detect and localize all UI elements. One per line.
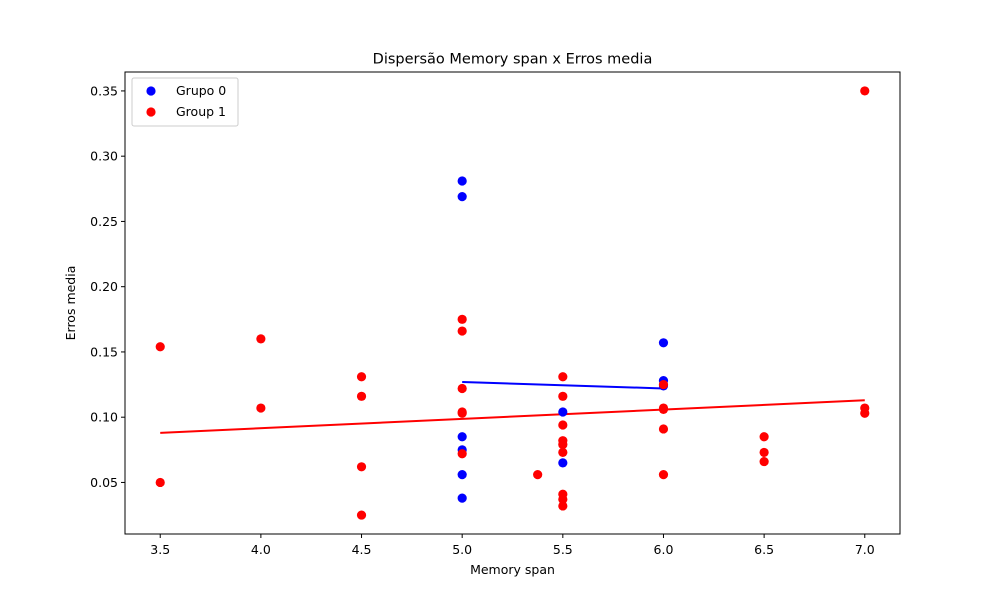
data-point-group-1 (356, 372, 367, 382)
data-point-grupo-0 (457, 432, 467, 442)
x-axis-ticks: 3.5 4.0 4.5 5.0 5.5 6.0 6.5 7.0 (150, 534, 875, 557)
data-point-group-1 (759, 447, 769, 458)
data-point-group-1 (256, 334, 266, 344)
data-point-grupo-0 (457, 176, 467, 186)
data-point-group-1 (558, 501, 568, 511)
data-point-group-1 (356, 510, 367, 520)
data-point-group-1 (155, 477, 165, 488)
x-tick-label: 7.0 (855, 542, 875, 557)
data-point-group-1 (658, 424, 669, 434)
data-point-grupo-0 (457, 192, 467, 202)
y-tick-label: 0.15 (90, 344, 118, 359)
x-axis-label: Memory span (470, 562, 555, 577)
chart-title: Dispersão Memory span x Erros media (373, 52, 653, 68)
y-tick-label: 0.20 (90, 279, 118, 294)
data-point-group-1 (356, 462, 367, 472)
plot-area (125, 72, 900, 534)
data-point-group-1 (533, 470, 543, 480)
fit-lines (160, 380, 865, 434)
y-axis-label: Erros media (63, 266, 78, 341)
data-point-group-1 (457, 408, 467, 418)
data-point-group-1 (356, 391, 367, 401)
fit-line-grupo-0 (462, 380, 664, 390)
data-point-group-1 (256, 403, 266, 413)
data-point-group-1 (457, 383, 467, 394)
legend-box (131, 77, 239, 127)
x-tick-label: 5.5 (553, 542, 573, 557)
data-point-grupo-0 (658, 338, 669, 348)
legend-label-group-1: Group 1 (176, 104, 226, 119)
data-point-group-1 (658, 379, 669, 390)
data-point-grupo-0 (558, 458, 568, 468)
data-point-group-1 (759, 432, 769, 442)
y-tick-label: 0.35 (90, 83, 118, 98)
data-point-group-1 (558, 440, 568, 450)
data-point-grupo-0 (457, 493, 467, 503)
legend-marker-group-1 (146, 107, 156, 117)
x-tick-label: 6.0 (654, 542, 674, 557)
data-point-group-1 (558, 447, 568, 458)
legend-marker-grupo-0 (146, 86, 156, 96)
legend: Grupo 0 Group 1 (131, 77, 239, 127)
data-point-group-1 (658, 470, 669, 480)
data-point-grupo-0 (457, 470, 467, 480)
data-point-group-1 (155, 342, 165, 352)
x-tick-label: 4.5 (352, 542, 372, 557)
x-tick-label: 4.0 (251, 542, 271, 557)
y-tick-label: 0.30 (90, 149, 118, 164)
y-tick-label: 0.25 (90, 214, 118, 229)
y-axis-ticks: 0.05 0.10 0.15 0.20 0.25 0.30 0.35 (90, 83, 125, 490)
legend-label-grupo-0: Grupo 0 (176, 83, 226, 98)
data-point-grupo-0 (558, 407, 568, 417)
data-point-group-1 (457, 449, 467, 459)
data-point-group-1 (558, 372, 568, 382)
plot-frame (124, 71, 901, 535)
data-point-group-1 (558, 494, 568, 505)
data-point-group-1 (558, 391, 568, 401)
fit-line-group-1 (160, 399, 865, 434)
data-point-group-1 (860, 86, 870, 96)
data-point-group-1 (860, 408, 870, 418)
data-point-group-1 (558, 420, 568, 430)
data-point-group-1 (658, 404, 669, 414)
y-tick-label: 0.10 (90, 410, 118, 425)
x-tick-label: 5.0 (452, 542, 472, 557)
x-tick-label: 6.5 (754, 542, 774, 557)
data-point-group-1 (457, 314, 467, 324)
data-point-group-1 (759, 456, 769, 467)
x-tick-label: 3.5 (150, 542, 170, 557)
y-tick-label: 0.05 (90, 475, 118, 490)
data-points (155, 86, 870, 520)
data-point-group-1 (457, 326, 467, 336)
